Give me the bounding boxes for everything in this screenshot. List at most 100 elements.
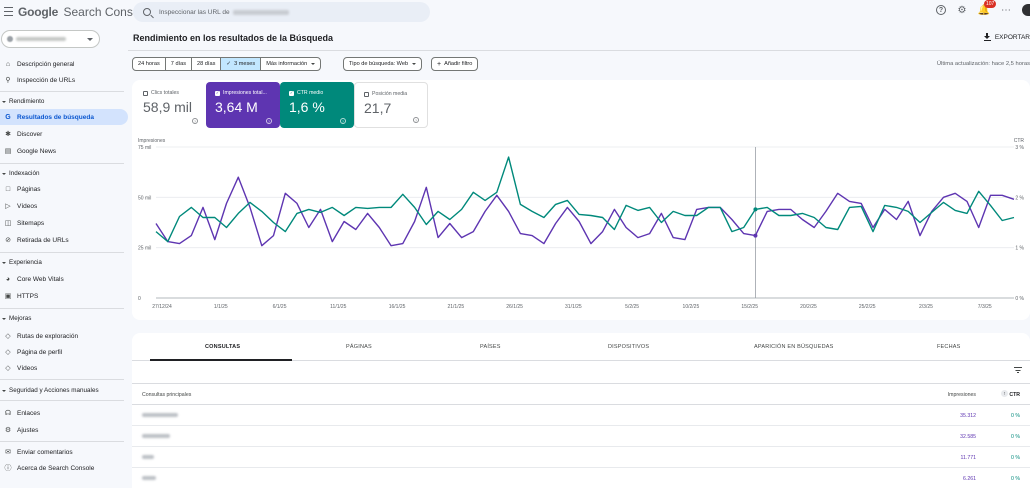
hamburger-menu-icon[interactable] xyxy=(4,7,13,16)
sidebar-item-core-web-vitals[interactable]: ◕ Core Web Vitals xyxy=(0,271,128,287)
x-axis-tick: 27/12/24 xyxy=(152,304,172,310)
tab-search-appearance[interactable]: APARICIÓN EN BÚSQUEDAS xyxy=(754,344,834,350)
sidebar-item-label: Core Web Vitals xyxy=(17,275,64,283)
x-axis-tick: 7/3/25 xyxy=(978,304,992,310)
section-indexing[interactable]: Indexación xyxy=(0,170,39,177)
tab-countries[interactable]: PAÍSES xyxy=(480,344,501,350)
diamond-icon: ◇ xyxy=(5,349,11,356)
check-icon: ✓ xyxy=(226,61,232,67)
section-security[interactable]: Seguridad y Acciones manuales xyxy=(0,387,99,394)
sidebar-item-profile-page[interactable]: ◇ Página de perfil xyxy=(0,344,128,360)
help-circle-icon[interactable]: ? xyxy=(340,118,346,124)
apps-grid-icon[interactable]: ⋯ xyxy=(1001,4,1011,16)
x-axis-tick: 11/1/25 xyxy=(330,304,347,310)
tab-queries[interactable]: CONSULTAS xyxy=(205,344,241,350)
sidebar-item-settings[interactable]: ⚙ Ajustes xyxy=(0,422,128,438)
metric-average-position[interactable]: Posición media 21,7 ? xyxy=(354,82,428,128)
help-icon[interactable]: ? xyxy=(936,5,946,15)
section-performance[interactable]: Rendimiento xyxy=(0,98,44,105)
add-filter-button[interactable]: + Añadir filtro xyxy=(431,57,479,71)
search-console-logo[interactable]: Google Search Console xyxy=(18,5,149,19)
sidebar-divider xyxy=(0,441,124,442)
sidebar-item-sitemaps[interactable]: ◫ Sitemaps xyxy=(0,215,128,231)
sidebar-item-about[interactable]: ⓘ Acerca de Search Console xyxy=(0,460,128,476)
column-header-ctr[interactable]: CTR xyxy=(1009,392,1020,398)
tab-pages[interactable]: PÁGINAS xyxy=(346,344,372,350)
range-more[interactable]: Más información xyxy=(260,57,322,71)
tab-dates[interactable]: FECHAS xyxy=(937,344,961,350)
metric-label: CTR medio xyxy=(297,90,324,96)
sidebar-item-discover[interactable]: ✱ Discover xyxy=(0,126,128,142)
tab-devices[interactable]: DISPOSITIVOS xyxy=(608,344,650,350)
sidebar-item-label: HTTPS xyxy=(17,292,39,300)
section-enhancements[interactable]: Mejoras xyxy=(0,315,31,322)
metric-average-ctr[interactable]: ✓ CTR medio 1,6 % ? xyxy=(280,82,354,128)
help-circle-icon[interactable]: ? xyxy=(266,118,272,124)
sidebar-divider xyxy=(0,91,124,92)
metric-total-impressions[interactable]: ✓ Impresiones total... 3,64 M ? xyxy=(206,82,280,128)
sidebar-divider xyxy=(0,252,124,253)
search-type-filter[interactable]: Tipo de búsqueda: Web xyxy=(343,57,423,71)
x-axis-tick: 16/1/25 xyxy=(389,304,406,310)
notification-badge: 107 xyxy=(984,0,997,8)
notifications-bell-icon[interactable]: 🔔 107 xyxy=(977,0,997,16)
page-title: Rendimiento en los resultados de la Búsq… xyxy=(133,33,334,43)
users-icon[interactable]: ⚙ xyxy=(957,4,967,16)
removal-icon: ⊘ xyxy=(5,237,11,244)
column-header-impressions[interactable]: Impresiones xyxy=(947,392,976,398)
dimension-tabs: CONSULTAS PÁGINAS PAÍSES DISPOSITIVOS AP… xyxy=(132,333,1030,361)
filter-rows-icon[interactable] xyxy=(1014,367,1022,373)
url-inspection-search[interactable]: Inspeccionar las URL de xyxy=(133,2,430,22)
avatar[interactable] xyxy=(1022,4,1030,16)
y-axis-right-tick: 2 % xyxy=(1015,195,1024,201)
range-3m[interactable]: ✓ 3 meses xyxy=(220,57,262,71)
sidebar-item-google-news[interactable]: ▤ Google News xyxy=(0,143,128,159)
section-experience[interactable]: Experiencia xyxy=(0,259,42,266)
row-ctr: 0 % xyxy=(1011,476,1020,482)
performance-chart[interactable]: Impresiones CTR 75 mil 3 % 50 mil 2 % 25 mil 1 … xyxy=(132,132,1030,320)
table-row[interactable]: 6.261 0 % xyxy=(132,468,1030,488)
range-7d[interactable]: 7 días xyxy=(164,57,193,71)
feedback-icon: ✉ xyxy=(5,449,11,456)
property-selector[interactable] xyxy=(1,30,100,48)
help-circle-icon[interactable]: ? xyxy=(413,117,419,123)
performance-card: Clics totales 58,9 mil ? ✓ Impresiones to… xyxy=(132,80,1030,320)
table-row[interactable]: 11.771 0 % xyxy=(132,447,1030,468)
last-update-text: Última actualización: hace 2,5 horas xyxy=(936,61,1030,67)
sidebar-item-breadcrumbs[interactable]: ◇ Rutas de exploración xyxy=(0,328,128,344)
sidebar-item-links[interactable]: ☊ Enlaces xyxy=(0,405,128,421)
x-axis-tick: 10/2/25 xyxy=(683,304,700,310)
sidebar-item-videos[interactable]: ▷ Vídeos xyxy=(0,198,128,214)
sidebar-item-enh-videos[interactable]: ◇ Vídeos xyxy=(0,360,128,376)
hover-point xyxy=(753,233,758,238)
chevron-down-icon xyxy=(412,63,417,65)
sidebar-item-feedback[interactable]: ✉ Enviar comentarios xyxy=(0,444,128,460)
top-app-bar: Google Search Console Inspeccionar las U… xyxy=(0,0,1030,26)
row-impressions: 35.312 xyxy=(960,413,976,419)
table-row[interactable]: 35.312 0 % xyxy=(132,405,1030,426)
metric-value: 1,6 % xyxy=(289,99,325,115)
column-header-query[interactable]: Consultas principales xyxy=(142,392,192,398)
help-circle-icon[interactable]: ? xyxy=(192,118,198,124)
sort-arrow-up-icon[interactable]: ↑ xyxy=(1001,390,1008,397)
export-button[interactable]: EXPORTAR xyxy=(983,33,1030,41)
sidebar-item-label: Páginas xyxy=(17,185,41,193)
sidebar-item-url-inspection[interactable]: ⚲ Inspección de URLs xyxy=(0,72,128,88)
sidebar-item-search-results[interactable]: G Resultados de búsqueda xyxy=(0,109,128,125)
metric-total-clicks[interactable]: Clics totales 58,9 mil ? xyxy=(134,82,206,128)
row-impressions: 11.771 xyxy=(960,455,976,461)
sidebar-item-overview[interactable]: ⌂ Descripción general xyxy=(0,56,128,72)
hover-point xyxy=(753,207,758,212)
checkbox-checked-icon: ✓ xyxy=(289,90,294,96)
active-tab-indicator xyxy=(150,359,292,361)
sidebar-item-url-removal[interactable]: ⊘ Retirada de URLs xyxy=(0,232,128,248)
sidebar-item-pages[interactable]: □ Páginas xyxy=(0,181,128,197)
range-24h[interactable]: 24 horas xyxy=(132,57,166,71)
top-bar-actions: ? ⚙ 🔔 107 ⋯ xyxy=(936,0,1030,16)
sidebar: ⌂ Descripción general ⚲ Inspección de UR… xyxy=(0,26,128,488)
table-row[interactable]: 32.585 0 % xyxy=(132,426,1030,447)
range-28d[interactable]: 28 días xyxy=(191,57,222,71)
sidebar-item-https[interactable]: ▣ HTTPS xyxy=(0,288,128,304)
metric-label: Clics totales xyxy=(151,90,179,96)
sidebar-item-label: Resultados de búsqueda xyxy=(17,113,94,121)
